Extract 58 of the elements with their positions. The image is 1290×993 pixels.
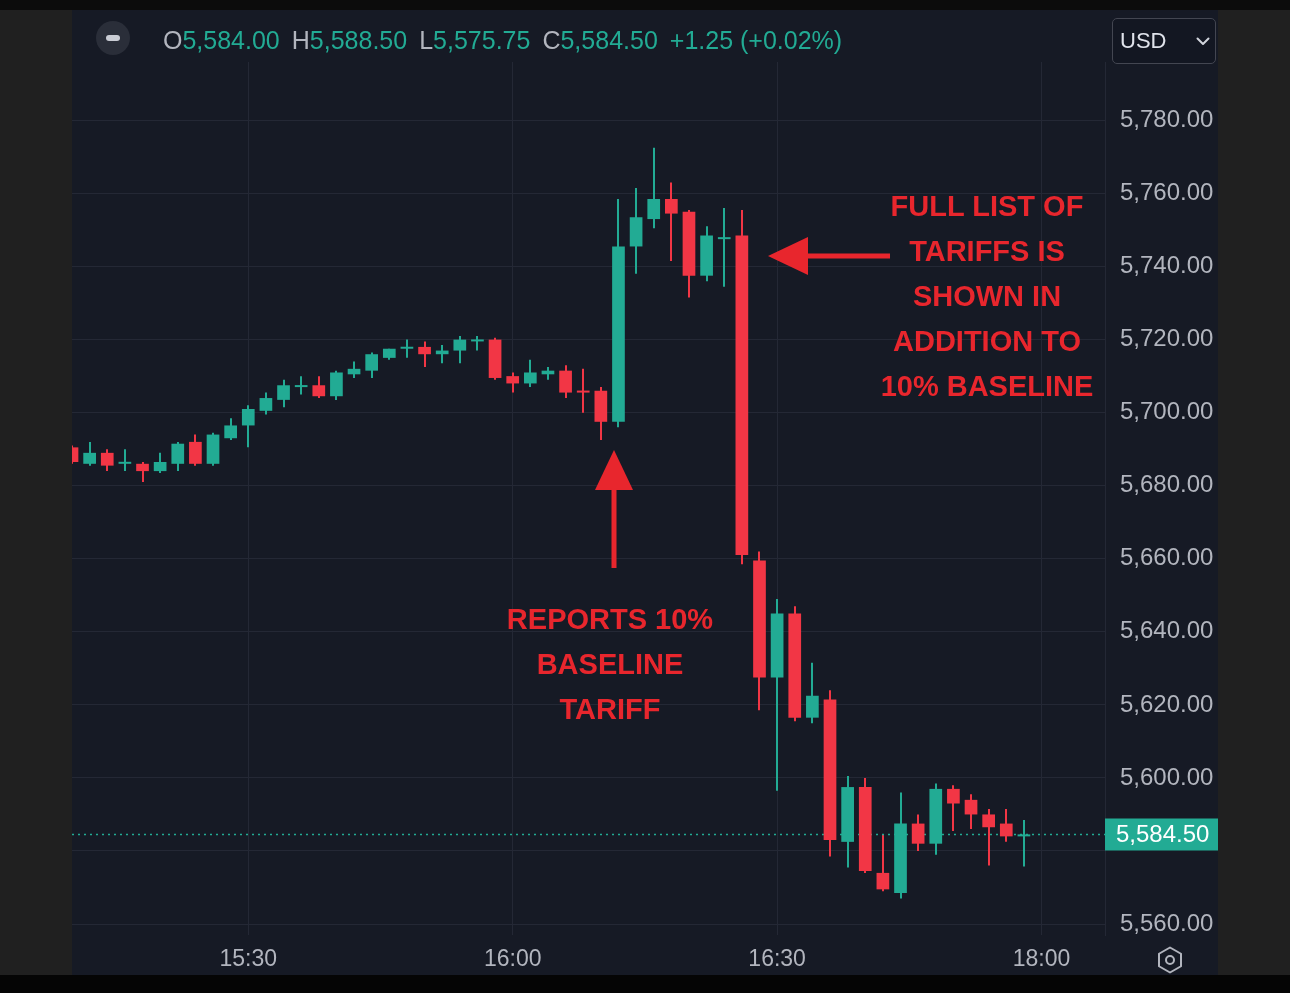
y-tick-label: 5,740.00 <box>1120 251 1214 279</box>
candlestick <box>241 404 255 449</box>
ref-line-label: 5,584.50 <box>1116 820 1210 848</box>
y-tick-label: 5,680.00 <box>1120 470 1214 498</box>
candlestick <box>277 378 290 409</box>
text: USD <box>1120 27 1167 55</box>
candlestick <box>471 334 484 352</box>
text: +1.25 (+0.02%) <box>669 26 843 54</box>
candlestick <box>224 417 237 442</box>
candlestick <box>717 207 731 288</box>
candlestick <box>294 375 308 396</box>
text: H5,588.50 <box>291 26 408 54</box>
candlestick <box>330 369 343 401</box>
candlestick <box>153 451 167 474</box>
y-tick-label: 5,760.00 <box>1120 178 1214 206</box>
candlestick <box>647 146 661 230</box>
annotation: FULL LIST OF TARIFFS IS SHOWN IN ADDITION TO 10% BASELINE <box>879 189 1095 404</box>
y-tick-label: 5,780.00 <box>1120 105 1214 133</box>
x-tick-label: 15:30 <box>219 945 278 972</box>
candlestick <box>189 433 202 467</box>
candlestick <box>171 440 185 473</box>
annotation: REPORTS 10% BASELINE TARIFF <box>505 602 715 727</box>
candlestick <box>312 375 326 400</box>
text: L5,575.75 <box>419 26 531 54</box>
candlestick <box>947 784 960 832</box>
candlestick <box>1017 818 1031 868</box>
candlestick <box>453 334 467 365</box>
candlestick <box>999 807 1013 843</box>
candlestick <box>400 338 414 359</box>
candlestick <box>259 391 273 416</box>
y-tick-label: 5,660.00 <box>1120 543 1214 571</box>
y-tick-label: 5,720.00 <box>1120 324 1214 352</box>
candlestick <box>665 181 678 263</box>
candlestick <box>911 813 925 852</box>
candlestick <box>418 340 431 368</box>
candlestick <box>559 364 572 400</box>
candlestick <box>506 371 520 394</box>
y-tick-label: 5,700.00 <box>1120 397 1214 425</box>
x-tick-label: 16:30 <box>748 945 806 972</box>
candlestick <box>136 460 149 484</box>
y-tick-label: 5,560.00 <box>1120 908 1214 936</box>
y-tick-label: 5,640.00 <box>1120 616 1214 644</box>
text: C5,584.50 <box>542 26 658 54</box>
candlestick <box>806 661 819 725</box>
text: O5,584.00 <box>163 26 280 54</box>
candlestick <box>100 448 114 473</box>
candlestick <box>964 793 978 831</box>
candlestick <box>576 367 590 414</box>
candlestick <box>876 833 890 893</box>
candlestick <box>523 358 537 389</box>
candlestick <box>83 440 96 467</box>
candlestick <box>118 448 132 473</box>
x-tick-label: 18:00 <box>1012 945 1071 972</box>
candlestick <box>982 807 995 867</box>
y-tick-label: 5,600.00 <box>1120 762 1214 790</box>
x-tick-label: 16:00 <box>483 945 542 972</box>
y-tick-label: 5,620.00 <box>1120 689 1214 717</box>
candlestick <box>365 351 379 379</box>
